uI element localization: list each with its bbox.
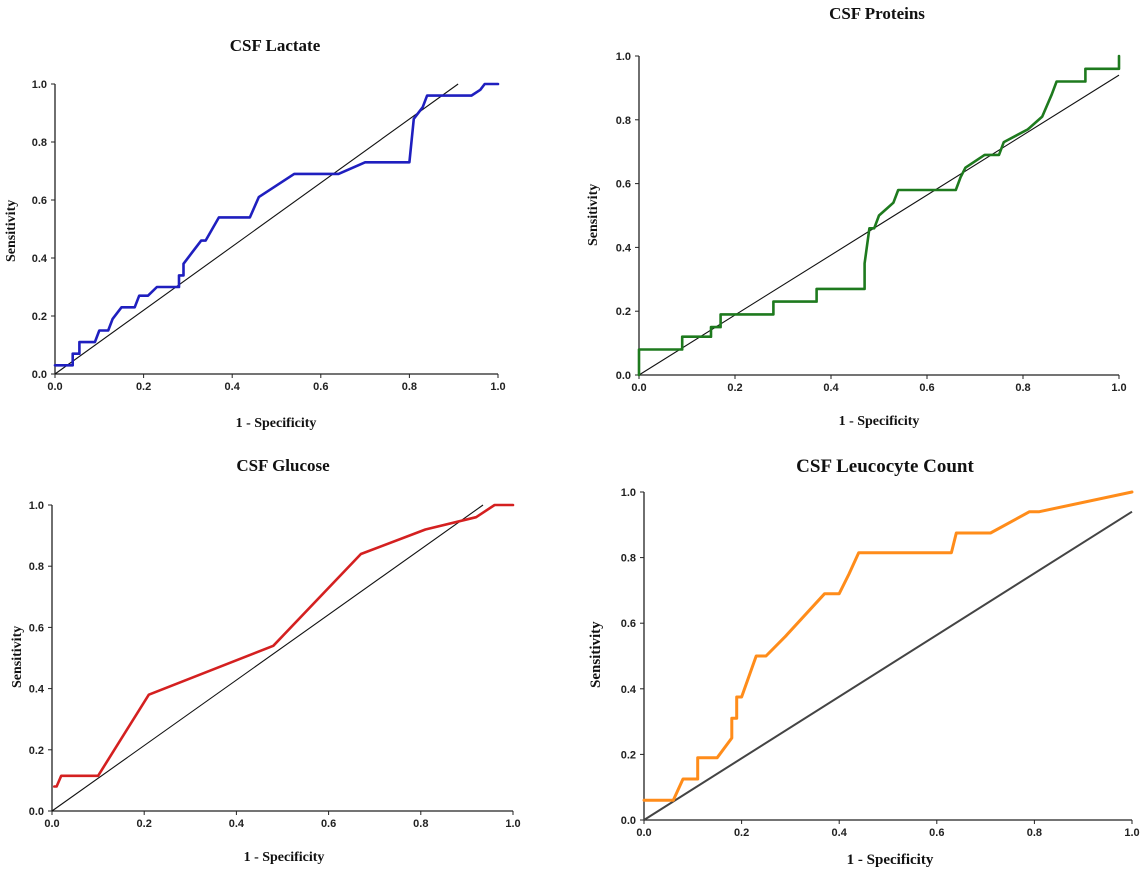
y-tick-label: 0.6 bbox=[29, 622, 44, 634]
y-axis-label: Sensitivity bbox=[586, 183, 601, 246]
x-tick-label: 0.0 bbox=[631, 382, 646, 394]
y-tick-label: 0.0 bbox=[32, 369, 47, 381]
roc-curve bbox=[53, 82, 500, 367]
x-tick-label: 1.0 bbox=[505, 818, 520, 830]
x-tick-label: 0.6 bbox=[929, 827, 944, 839]
x-tick-label: 0.4 bbox=[823, 382, 839, 394]
chart-panel-glucose: CSF Glucose 0.0 0.2 0.4 0.6 0.8 1.0 0.0 0.2 0.4 0… bbox=[0, 438, 572, 876]
chart-title: CSF Proteins bbox=[829, 4, 925, 23]
y-tick-label: 0.0 bbox=[621, 815, 636, 827]
y-tick-label: 0.4 bbox=[621, 684, 637, 696]
y-tick-label: 1.0 bbox=[616, 51, 631, 63]
x-axis-label: 1 - Specificity bbox=[846, 852, 934, 868]
x-axis-label: 1 - Specificity bbox=[838, 414, 920, 429]
y-tick-label: 1.0 bbox=[32, 79, 47, 91]
reference-line bbox=[643, 510, 1133, 821]
reference-line bbox=[51, 504, 484, 812]
chart-plot: 0.0 0.2 0.4 0.6 0.8 1.0 0.0 0.2 0.4 0.6 0.8 1.0 bbox=[621, 487, 1140, 839]
x-tick-label: 0.4 bbox=[225, 381, 241, 393]
y-tick-label: 0.8 bbox=[29, 561, 44, 573]
x-tick-label: 1.0 bbox=[1111, 382, 1126, 394]
chart-title: CSF Leucocyte Count bbox=[796, 456, 974, 477]
x-tick-label: 0.0 bbox=[44, 818, 59, 830]
y-tick-label: 0.2 bbox=[32, 311, 47, 323]
reference-line bbox=[54, 83, 459, 375]
chart-title: CSF Glucose bbox=[236, 456, 330, 475]
x-tick-label: 0.8 bbox=[1015, 382, 1030, 394]
x-tick-label: 0.0 bbox=[636, 827, 651, 839]
y-tick-label: 0.0 bbox=[29, 806, 44, 818]
y-tick-label: 0.6 bbox=[32, 195, 47, 207]
x-tick-label: 0.2 bbox=[734, 827, 749, 839]
x-tick-label: 0.8 bbox=[1027, 827, 1042, 839]
x-tick-label: 0.8 bbox=[413, 818, 428, 830]
x-tick-label: 0.2 bbox=[136, 381, 151, 393]
y-axis-label: Sensitivity bbox=[588, 621, 604, 688]
y-tick-label: 0.6 bbox=[621, 618, 636, 630]
x-axis-label: 1 - Specificity bbox=[235, 416, 317, 431]
y-tick-label: 0.8 bbox=[32, 137, 47, 149]
x-tick-label: 0.6 bbox=[321, 818, 336, 830]
chart-plot: 0.0 0.2 0.4 0.6 0.8 1.0 0.0 0.2 0.4 0.6 0.8 1.0 bbox=[32, 79, 506, 393]
x-tick-label: 1.0 bbox=[1124, 827, 1139, 839]
x-tick-label: 0.4 bbox=[229, 818, 245, 830]
chart-title: CSF Lactate bbox=[229, 36, 321, 55]
reference-line bbox=[638, 74, 1120, 376]
x-tick-label: 0.2 bbox=[137, 818, 152, 830]
y-axis-label: Sensitivity bbox=[10, 625, 25, 688]
y-tick-label: 0.2 bbox=[616, 306, 631, 318]
x-axis-label: 1 - Specificity bbox=[243, 850, 325, 865]
y-tick-label: 0.8 bbox=[621, 553, 636, 565]
chart-plot: 0.0 0.2 0.4 0.6 0.8 1.0 0.0 0.2 0.4 0.6 0.8 1.0 bbox=[616, 51, 1127, 394]
y-tick-label: 1.0 bbox=[621, 487, 636, 499]
y-tick-label: 0.4 bbox=[32, 253, 48, 265]
y-tick-label: 0.2 bbox=[621, 749, 636, 761]
x-tick-label: 0.6 bbox=[313, 381, 328, 393]
chart-plot: 0.0 0.2 0.4 0.6 0.8 1.0 0.0 0.2 0.4 0.6 0.8 1.0 bbox=[29, 500, 521, 830]
roc-curve bbox=[642, 490, 1134, 802]
roc-curve bbox=[52, 503, 515, 788]
y-tick-label: 0.8 bbox=[616, 115, 631, 127]
y-tick-label: 0.4 bbox=[616, 242, 632, 254]
y-axis-label: Sensitivity bbox=[4, 199, 19, 262]
x-tick-label: 0.0 bbox=[47, 381, 62, 393]
y-tick-label: 0.2 bbox=[29, 745, 44, 757]
chart-panel-proteins: CSF Proteins 0.0 0.2 0.4 0.6 0.8 1.0 0.0 0.2 0.4… bbox=[572, 0, 1144, 438]
y-tick-label: 0.0 bbox=[616, 370, 631, 382]
x-tick-label: 0.4 bbox=[832, 827, 848, 839]
roc-curve bbox=[637, 54, 1121, 377]
y-tick-label: 0.6 bbox=[616, 179, 631, 191]
x-tick-label: 1.0 bbox=[490, 381, 505, 393]
x-tick-label: 0.8 bbox=[402, 381, 417, 393]
x-tick-label: 0.2 bbox=[727, 382, 742, 394]
chart-panel-lactate: CSF Lactate 0.0 0.2 0.4 0.6 0.8 1.0 0.0 0.2 0.4 0… bbox=[0, 0, 572, 438]
y-tick-label: 1.0 bbox=[29, 500, 44, 512]
x-tick-label: 0.6 bbox=[919, 382, 934, 394]
chart-panel-leucocyte: CSF Leucocyte Count 0.0 0.2 0.4 0.6 0.8 1.0 0.… bbox=[572, 438, 1144, 876]
y-tick-label: 0.4 bbox=[29, 684, 45, 696]
